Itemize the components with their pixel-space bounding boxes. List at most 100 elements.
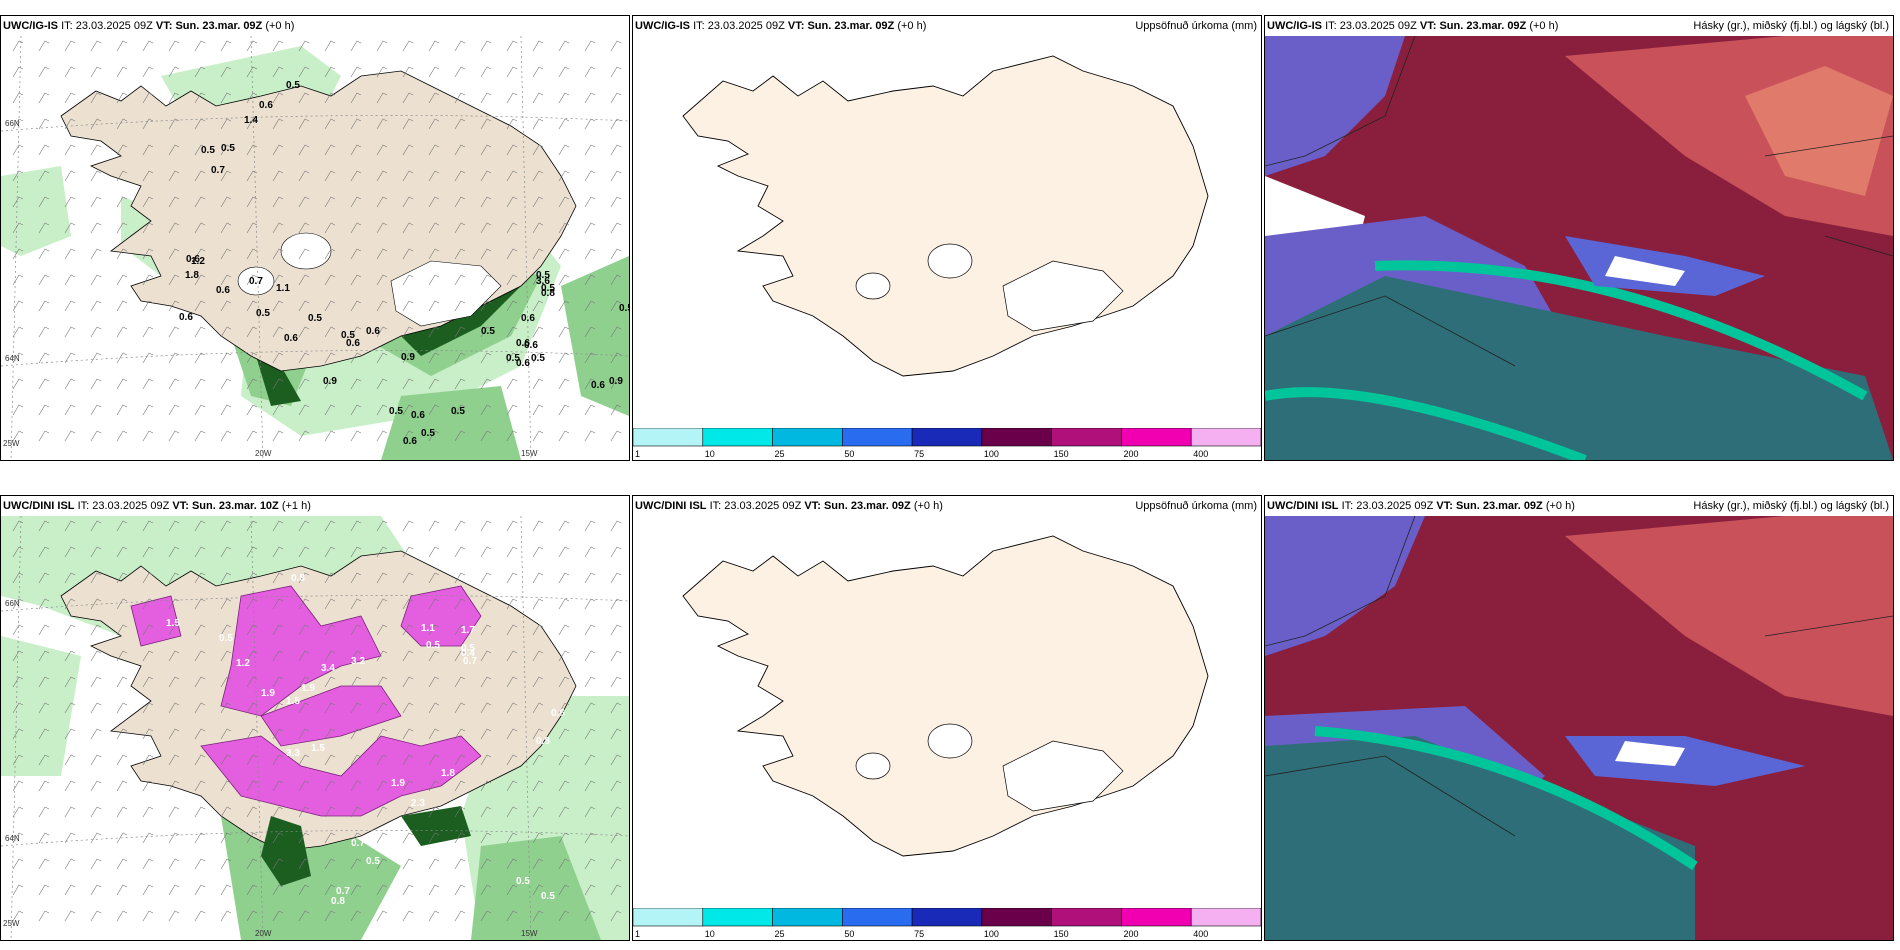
lat-label-66: 66N [5, 119, 20, 128]
wind-barb [532, 624, 544, 636]
wind-barb [168, 780, 180, 792]
wind-barb [168, 702, 180, 714]
wind-barb [480, 144, 492, 156]
wind-barb [194, 728, 206, 740]
legend-swatch [1121, 907, 1192, 927]
wind-barb [584, 546, 596, 558]
wind-barb [402, 404, 414, 416]
wind-barb [194, 66, 206, 78]
wind-barb [324, 430, 336, 442]
wind-barb [246, 300, 258, 312]
wind-barb [38, 520, 50, 532]
wind-barb [298, 884, 310, 896]
wind-barb [116, 92, 128, 104]
wind-barb [298, 326, 310, 338]
wind-barb [428, 404, 440, 416]
wind-barb [220, 858, 232, 870]
wind-barb [90, 806, 102, 818]
wind-barb [610, 598, 622, 610]
wind-barb [272, 378, 284, 390]
legend-swatch [1121, 427, 1192, 447]
wind-barb [324, 546, 336, 558]
wind-barb [38, 676, 50, 688]
wind-barb [194, 858, 206, 870]
wind-barb [532, 92, 544, 104]
wind-barb [402, 248, 414, 260]
wind-barb [428, 274, 440, 286]
wind-barb [454, 40, 466, 52]
wind-barb [64, 144, 76, 156]
wind-barb [324, 884, 336, 896]
wind-barb [350, 728, 362, 740]
wind-barb [194, 430, 206, 442]
wind-barb [90, 430, 102, 442]
wind-barb [220, 92, 232, 104]
wind-barb [610, 404, 622, 416]
wind-barb [376, 650, 388, 662]
wind-barb [142, 702, 154, 714]
wind-barb [272, 66, 284, 78]
wind-barb [12, 832, 24, 844]
wind-barb [298, 598, 310, 610]
wind-barb [506, 858, 518, 870]
wind-barb [350, 144, 362, 156]
wind-barb [480, 92, 492, 104]
vt-label: VT: [1419, 20, 1437, 32]
wind-barb [584, 676, 596, 688]
precip-value-label: 0.6 [551, 708, 565, 719]
precip-value-label: 1.5 [286, 696, 300, 707]
wind-barb [324, 170, 336, 182]
wind-barb [12, 352, 24, 364]
legend-swatch [702, 907, 773, 927]
wind-barb [38, 144, 50, 156]
wind-barb [116, 858, 128, 870]
wind-barb [38, 728, 50, 740]
wind-barb [584, 248, 596, 260]
legend-tick-label: 25 [775, 929, 785, 939]
wind-barb [168, 196, 180, 208]
wind-barb [454, 430, 466, 442]
wind-barb [350, 832, 362, 844]
wind-barb [142, 676, 154, 688]
wind-barb [168, 404, 180, 416]
vt-value: Sun. 23.mar. 10Z [191, 500, 279, 512]
precip-value-label: 0.7 [211, 165, 225, 176]
wind-barb [376, 520, 388, 532]
wind-barb [454, 66, 466, 78]
lon-label-15: 15W [521, 929, 538, 938]
wind-barb [246, 378, 258, 390]
vt-label: VT: [1436, 500, 1453, 512]
precip-value-label: 0.5 [516, 876, 530, 887]
wind-barb [168, 222, 180, 234]
wind-barb [350, 40, 362, 52]
wind-barb [272, 248, 284, 260]
wind-barb [272, 650, 284, 662]
wind-barb [64, 728, 76, 740]
wind-barb [532, 832, 544, 844]
wind-barb [532, 676, 544, 688]
wind-barb [246, 910, 258, 922]
wind-barb [194, 170, 206, 182]
precip-value-label: 0.7 [249, 276, 263, 287]
wind-barb [610, 572, 622, 584]
wind-barb [428, 858, 440, 870]
wind-barb [506, 196, 518, 208]
wind-barb [402, 352, 414, 364]
wind-barb [350, 92, 362, 104]
wind-barb [532, 196, 544, 208]
wind-barb [428, 780, 440, 792]
wind-barb [64, 572, 76, 584]
model-name: UWC/IG-IS [635, 20, 690, 32]
wind-barb [350, 170, 362, 182]
wind-barb [272, 430, 284, 442]
wind-barb [116, 66, 128, 78]
wind-barb [298, 832, 310, 844]
wind-barb [376, 858, 388, 870]
wind-barb [298, 196, 310, 208]
wind-barb [64, 170, 76, 182]
wind-barb [350, 222, 362, 234]
wind-barb [324, 92, 336, 104]
wind-barb [324, 274, 336, 286]
wind-barb [558, 352, 570, 364]
model-name: UWC/DINI ISL [635, 500, 707, 512]
